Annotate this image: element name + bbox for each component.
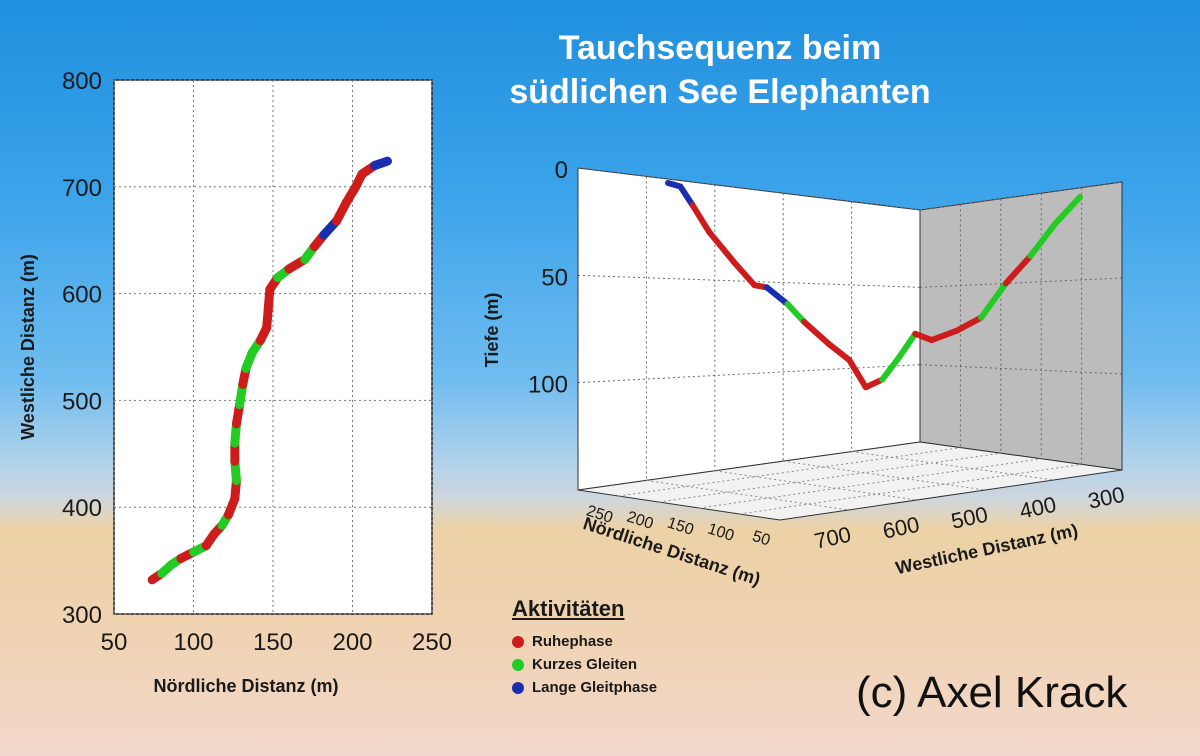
grid-line — [851, 451, 1054, 481]
x-tick-label: 100 — [705, 521, 736, 545]
top-view-track — [147, 156, 392, 585]
legend-title: Aktivitäten — [512, 596, 625, 621]
x-tick-label: 200 — [332, 629, 372, 656]
track-segment — [1052, 194, 1083, 227]
top-view-grid — [113, 79, 433, 615]
activity-legend: Aktivitäten Ruhephase Kurzes Gleiten Lan… — [512, 596, 657, 699]
depth-3d-side-wall — [919, 181, 1123, 471]
x-tick-label: 250 — [412, 629, 452, 656]
depth-3d-y-axis-label: Westliche Distanz (m) — [894, 520, 1080, 578]
blue-dot-icon — [512, 681, 524, 694]
y-tick-label: 300 — [62, 602, 102, 629]
track-segment — [879, 354, 902, 383]
track-segment — [928, 327, 960, 344]
legend-item-ruhephase: Ruhephase — [512, 630, 657, 653]
grid-line — [919, 181, 1123, 211]
legend-item-kurzes-gleiten: Kurzes Gleiten — [512, 653, 657, 676]
legend-label: Kurzes Gleiten — [532, 656, 638, 673]
red-dot-icon — [512, 635, 524, 648]
track-segment — [862, 376, 886, 391]
track-segment — [763, 284, 791, 308]
depth-3d-floor — [577, 441, 1123, 521]
grid-line — [577, 364, 921, 384]
legend-label: Ruhephase — [532, 633, 613, 650]
depth-3d-track — [665, 180, 1083, 391]
x-tick-label: 50 — [750, 528, 772, 550]
track-segment — [825, 340, 853, 364]
copyright-text: (c) Axel Krack — [856, 668, 1128, 717]
y-tick-label: 500 — [949, 502, 990, 534]
chart-title: Tauchsequenz beim südlichen See Elephant… — [470, 26, 970, 114]
track-segment — [706, 229, 737, 266]
y-tick-label: 300 — [1086, 482, 1127, 514]
track-segment — [846, 357, 869, 391]
chart-title-line1: Tauchsequenz beim — [558, 29, 882, 67]
z-tick-label: 100 — [528, 372, 568, 399]
grid-line — [783, 460, 986, 491]
grid-line — [646, 479, 849, 511]
track-segment — [689, 202, 713, 236]
top-view-chart: 50 100 150 200 250 300 400 500 600 700 800 Nördlic… — [18, 68, 452, 696]
track-segment — [730, 259, 758, 289]
depth-3d-z-axis-label: Tiefe (m) — [482, 293, 502, 368]
depth-3d-back-wall — [577, 167, 921, 491]
track-segment — [677, 183, 696, 209]
track-segment — [1027, 220, 1059, 259]
top-view-y-axis-label: Westliche Distanz (m) — [18, 254, 38, 440]
legend-label: Lange Gleitphase — [532, 679, 658, 696]
y-tick-label: 400 — [1017, 492, 1058, 524]
chart-title-line2: südlichen See Elephanten — [509, 73, 931, 111]
green-dot-icon — [512, 658, 524, 671]
z-tick-label: 50 — [541, 264, 568, 291]
track-segment — [895, 330, 919, 361]
y-tick-label: 700 — [62, 175, 102, 202]
grid-line — [919, 364, 1123, 375]
grid-line — [714, 470, 917, 501]
grid-line — [919, 277, 1123, 288]
x-tick-label: 150 — [665, 515, 696, 539]
track-segment — [953, 314, 985, 334]
y-tick-label: 600 — [62, 282, 102, 309]
track-segment — [370, 156, 392, 170]
track-segment — [1002, 252, 1034, 287]
top-view-tick-labels: 50 100 150 200 250 300 400 500 600 700 800 — [62, 68, 452, 656]
track-segment — [978, 280, 1009, 321]
y-tick-label: 600 — [880, 512, 921, 544]
x-tick-label: 50 — [101, 629, 128, 656]
legend-item-lange-gleitphase: Lange Gleitphase — [512, 676, 657, 699]
top-view-x-axis-label: Nördliche Distanz (m) — [153, 676, 338, 696]
z-tick-label: 0 — [555, 157, 568, 184]
y-tick-label: 500 — [62, 388, 102, 415]
y-tick-label: 400 — [62, 495, 102, 522]
track-segment — [800, 318, 832, 347]
y-tick-label: 800 — [62, 68, 102, 95]
x-tick-label: 100 — [173, 629, 213, 656]
y-tick-label: 700 — [812, 522, 853, 554]
x-tick-label: 150 — [253, 629, 293, 656]
track-segment — [784, 301, 807, 325]
